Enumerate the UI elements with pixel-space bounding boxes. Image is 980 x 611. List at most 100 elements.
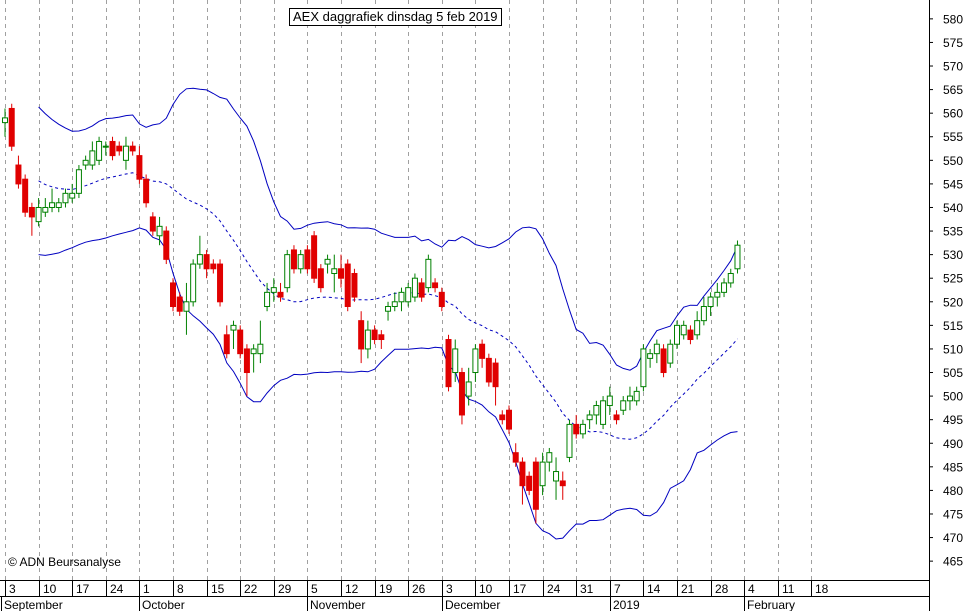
candle-body [734, 244, 741, 270]
y-tick-label: 525 [943, 272, 963, 286]
y-tick-label: 520 [943, 295, 963, 309]
candle-body [378, 334, 385, 341]
y-tick-label: 495 [943, 413, 963, 427]
candle-body [398, 291, 405, 303]
candle-body [311, 235, 318, 279]
x-tick-label: 8 [177, 582, 184, 596]
x-tick-label: 24 [547, 582, 561, 596]
candle-body [190, 263, 197, 303]
x-tick-label: 28 [715, 582, 729, 596]
candle-body [687, 329, 694, 341]
candle-body [647, 353, 654, 359]
candle-body [485, 357, 492, 383]
candle-body [586, 414, 593, 421]
candle-body [338, 268, 344, 279]
candle-body [156, 225, 163, 237]
x-tick-label: 26 [412, 582, 426, 596]
candle-body [203, 254, 210, 270]
candle-body [539, 461, 546, 487]
month-label: October [142, 598, 185, 611]
y-tick-label: 485 [943, 460, 963, 474]
x-tick-label: 15 [211, 582, 225, 596]
y-tick-label: 490 [943, 437, 963, 451]
candle-body [75, 169, 82, 194]
candle-body [559, 480, 566, 487]
month-label: December [445, 598, 500, 611]
candle-body [49, 202, 56, 208]
y-tick-label: 565 [943, 83, 963, 97]
candle-body [230, 324, 237, 331]
chart-frame [0, 0, 930, 611]
candle-body [405, 287, 412, 303]
x-tick-label: 11 [782, 582, 795, 596]
y-tick-label: 540 [943, 201, 963, 215]
candle-body [82, 159, 89, 166]
candle-body [546, 452, 553, 463]
bollinger-bands [38, 87, 738, 540]
candle-body [116, 145, 123, 152]
candle-body [331, 268, 338, 274]
candle-body [264, 291, 271, 308]
candle-body [297, 254, 304, 270]
middle-band-line [38, 172, 738, 440]
candle-body [183, 301, 190, 312]
x-tick-label: 24 [110, 582, 124, 596]
month-label: February [747, 598, 795, 611]
candle-body [438, 291, 445, 308]
y-tick-label: 465 [943, 555, 963, 569]
candle-body [573, 423, 580, 435]
candle-body [566, 423, 573, 458]
candle-body [62, 192, 69, 204]
candle-body [606, 395, 613, 407]
candle-body [506, 409, 512, 430]
candles [2, 103, 741, 524]
y-tick-label: 510 [943, 342, 963, 356]
y-tick-label: 500 [943, 390, 963, 404]
candle-body [122, 145, 129, 161]
candle-body [700, 306, 707, 322]
y-tick-label: 535 [943, 225, 963, 239]
candle-body [250, 348, 257, 355]
candle-body [2, 117, 8, 124]
month-label: September [4, 598, 63, 611]
candle-body [149, 216, 156, 232]
candle-body [620, 400, 627, 411]
candle-body [284, 254, 291, 289]
x-axis: 3 10 17 24 1 8 15 22 29 5 12 19 26 3 10 17 24 31 7 14 21 28 4 1… [1, 580, 829, 611]
candle-body [432, 282, 439, 289]
candle-body [472, 348, 479, 374]
candle-body [465, 381, 472, 397]
y-tick-label: 575 [943, 36, 963, 50]
candle-body [600, 400, 607, 425]
y-tick-label: 505 [943, 366, 963, 380]
candle-body [96, 140, 103, 161]
candle-body [579, 423, 586, 435]
candle-body [418, 282, 425, 298]
candle-body [15, 164, 22, 185]
candle-body [35, 206, 42, 223]
x-tick-label: 4 [748, 582, 755, 596]
candle-body [237, 329, 244, 355]
candle-body [640, 348, 647, 388]
candle-body [694, 320, 701, 336]
x-tick-label: 19 [379, 582, 393, 596]
x-tick-label: 1 [143, 582, 150, 596]
candle-body [593, 405, 600, 416]
candle-body [458, 372, 465, 416]
candle-body [210, 263, 217, 270]
candle-body [714, 291, 721, 298]
candle-body [371, 329, 378, 341]
candle-body [532, 461, 539, 510]
candle-body [344, 263, 351, 308]
candle-body [28, 206, 35, 218]
candle-body [411, 277, 418, 298]
candle-body [452, 348, 459, 374]
candle-body [223, 334, 230, 355]
candle-body [290, 249, 297, 270]
candle-body [22, 178, 29, 213]
x-tick-label: 17 [513, 582, 527, 596]
candle-body [136, 155, 143, 180]
candle-body [425, 258, 432, 289]
candle-body [727, 272, 734, 284]
